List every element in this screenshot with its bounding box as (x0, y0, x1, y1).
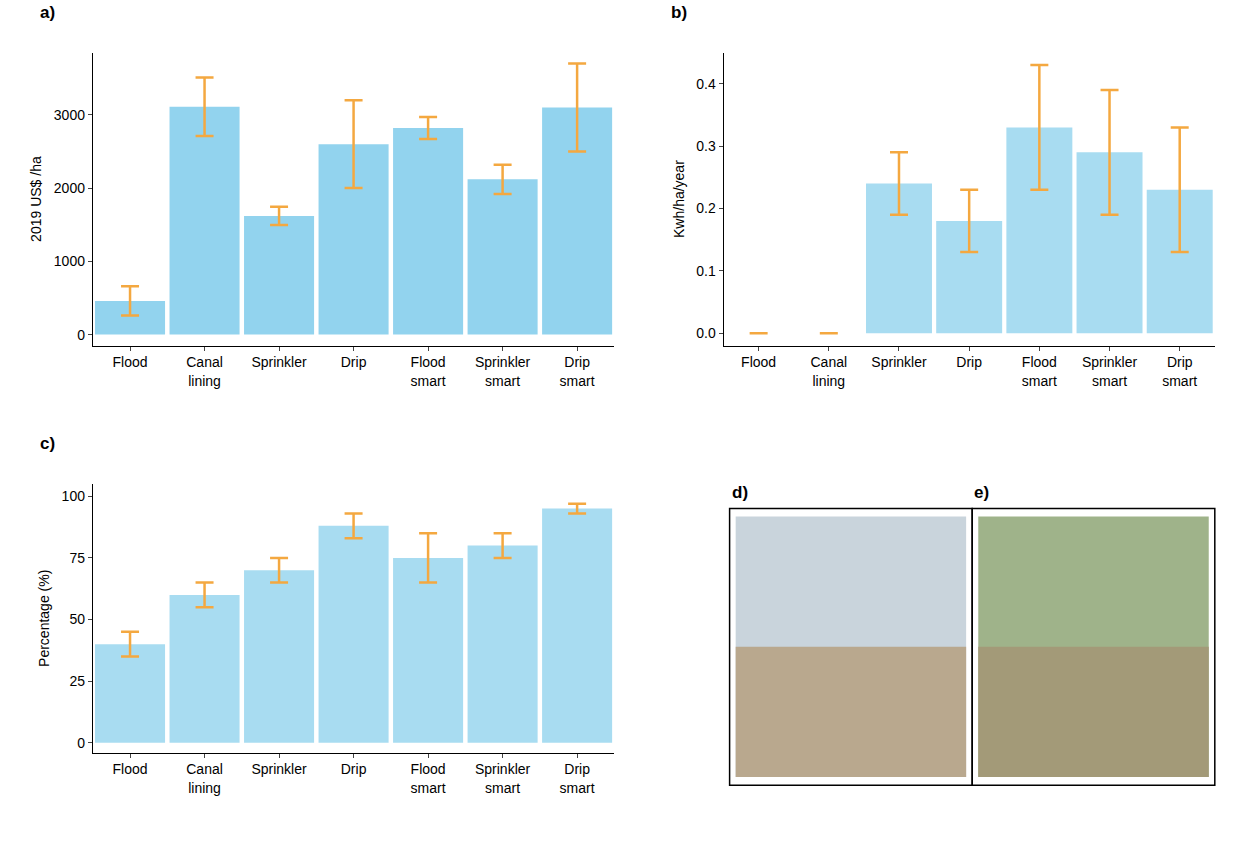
svg-text:3000: 3000 (54, 107, 85, 123)
svg-text:Drip: Drip (341, 761, 367, 777)
svg-text:1000: 1000 (54, 253, 85, 269)
svg-text:Kwh/ha/year: Kwh/ha/year (671, 160, 687, 238)
svg-text:Drip: Drip (341, 354, 367, 370)
svg-text:c): c) (40, 434, 55, 453)
svg-text:Sprinklersmart: Sprinklersmart (475, 354, 531, 388)
svg-text:50: 50 (69, 611, 85, 627)
svg-text:100: 100 (62, 488, 86, 504)
svg-text:Dripsmart: Dripsmart (560, 761, 595, 795)
svg-text:Drip: Drip (956, 354, 982, 370)
svg-text:e): e) (974, 483, 989, 502)
svg-text:Percentage (%): Percentage (%) (36, 570, 52, 667)
svg-text:25: 25 (69, 673, 85, 689)
svg-text:2019 US$ /ha: 2019 US$ /ha (28, 156, 44, 242)
svg-text:Canallining: Canallining (186, 354, 223, 388)
svg-text:Dripsmart: Dripsmart (560, 354, 595, 388)
svg-text:Canallining: Canallining (186, 761, 223, 795)
svg-text:b): b) (671, 3, 687, 22)
svg-text:0.1: 0.1 (696, 263, 716, 279)
svg-text:Canallining: Canallining (811, 354, 848, 388)
svg-text:0: 0 (77, 735, 85, 751)
svg-text:Flood: Flood (741, 354, 776, 370)
svg-text:Sprinklersmart: Sprinklersmart (475, 761, 531, 795)
svg-text:Flood: Flood (113, 354, 148, 370)
svg-text:Floodsmart: Floodsmart (1022, 354, 1057, 388)
svg-text:0.4: 0.4 (696, 76, 716, 92)
svg-text:Floodsmart: Floodsmart (411, 354, 446, 388)
svg-text:2000: 2000 (54, 180, 85, 196)
svg-text:Sprinkler: Sprinkler (251, 354, 307, 370)
svg-text:Sprinklersmart: Sprinklersmart (1082, 354, 1138, 388)
svg-text:0.2: 0.2 (696, 200, 716, 216)
svg-text:Sprinkler: Sprinkler (871, 354, 927, 370)
svg-text:75: 75 (69, 550, 85, 566)
svg-text:Dripsmart: Dripsmart (1162, 354, 1197, 388)
svg-text:0: 0 (77, 327, 85, 343)
svg-text:Sprinkler: Sprinkler (251, 761, 307, 777)
svg-text:Flood: Flood (113, 761, 148, 777)
svg-text:a): a) (40, 3, 55, 22)
svg-text:d): d) (732, 483, 748, 502)
svg-text:Floodsmart: Floodsmart (411, 761, 446, 795)
svg-text:0.3: 0.3 (696, 138, 716, 154)
svg-text:0.0: 0.0 (696, 325, 716, 341)
